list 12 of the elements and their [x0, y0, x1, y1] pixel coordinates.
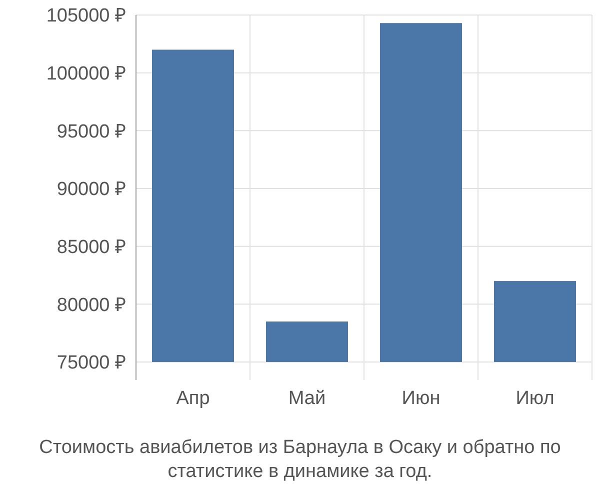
y-tick-label: 100000 ₽: [46, 63, 126, 84]
x-tick-label: Июл: [516, 388, 554, 409]
y-tick-label: 105000 ₽: [46, 6, 126, 27]
x-tick-label: Июн: [402, 388, 440, 409]
x-tick-label: Май: [288, 388, 326, 409]
y-tick-label: 80000 ₽: [56, 294, 126, 316]
text: Стоимость авиабилетов из Барнаула в Осаку и обратно по статистике в динамике за год.: [39, 437, 561, 482]
y-tick-label: 85000 ₽: [56, 236, 126, 258]
y-tick-label: 95000 ₽: [56, 121, 126, 142]
y-tick-label: 75000 ₽: [56, 352, 126, 374]
x-tick-label: Апр: [176, 388, 210, 409]
y-tick-label: 90000 ₽: [56, 179, 126, 200]
